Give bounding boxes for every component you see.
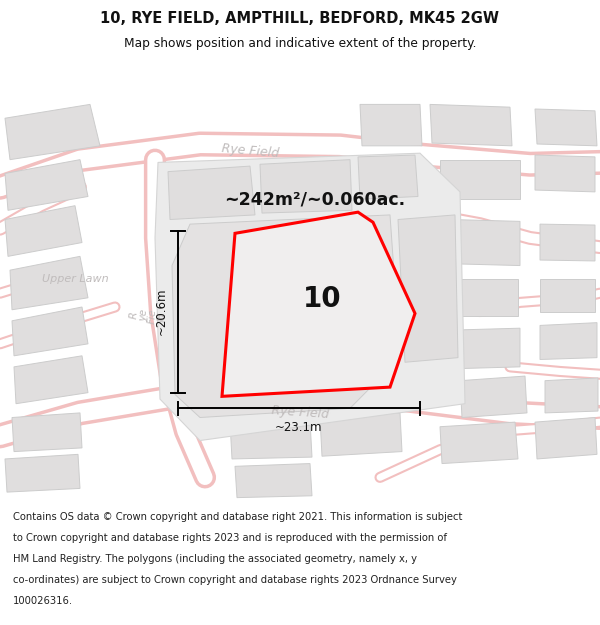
Polygon shape (5, 159, 88, 210)
Text: ~23.1m: ~23.1m (275, 421, 323, 434)
Polygon shape (230, 420, 312, 459)
Text: 10: 10 (303, 285, 341, 312)
Text: Contains OS data © Crown copyright and database right 2021. This information is : Contains OS data © Crown copyright and d… (13, 512, 463, 522)
Polygon shape (168, 166, 255, 219)
Text: Rye Field: Rye Field (221, 142, 279, 161)
Polygon shape (320, 413, 402, 456)
Polygon shape (260, 159, 352, 213)
Polygon shape (540, 224, 595, 261)
Polygon shape (535, 418, 597, 459)
Text: 100026316.: 100026316. (13, 596, 73, 606)
Polygon shape (5, 206, 82, 256)
Polygon shape (172, 215, 400, 418)
Polygon shape (540, 279, 595, 312)
Polygon shape (450, 219, 520, 266)
Polygon shape (360, 159, 420, 201)
Text: to Crown copyright and database rights 2023 and is reproduced with the permissio: to Crown copyright and database rights 2… (13, 533, 447, 543)
Polygon shape (440, 422, 518, 464)
Text: HM Land Registry. The polygons (including the associated geometry, namely x, y: HM Land Registry. The polygons (includin… (13, 554, 417, 564)
Polygon shape (455, 328, 520, 369)
Text: co-ordinates) are subject to Crown copyright and database rights 2023 Ordnance S: co-ordinates) are subject to Crown copyr… (13, 575, 457, 585)
Text: R
ye
Fie
ld: R ye Fie ld (128, 307, 167, 326)
Polygon shape (430, 104, 512, 146)
Polygon shape (398, 215, 458, 362)
Text: ~242m²/~0.060ac.: ~242m²/~0.060ac. (224, 190, 406, 208)
Polygon shape (450, 279, 518, 316)
Polygon shape (235, 464, 312, 498)
Polygon shape (460, 376, 527, 418)
Polygon shape (5, 104, 100, 159)
Polygon shape (5, 454, 80, 492)
Polygon shape (535, 109, 597, 146)
Polygon shape (535, 155, 595, 192)
Polygon shape (12, 413, 82, 452)
Polygon shape (540, 322, 597, 359)
Text: Upper Lawn: Upper Lawn (41, 274, 109, 284)
Text: Map shows position and indicative extent of the property.: Map shows position and indicative extent… (124, 36, 476, 49)
Text: ~20.6m: ~20.6m (155, 288, 168, 336)
Text: Rye Field: Rye Field (271, 404, 329, 421)
Polygon shape (12, 307, 88, 356)
Polygon shape (358, 155, 418, 199)
Polygon shape (10, 256, 88, 310)
Polygon shape (222, 212, 415, 396)
Polygon shape (440, 159, 520, 199)
Polygon shape (545, 378, 598, 413)
Polygon shape (14, 356, 88, 404)
Polygon shape (155, 153, 465, 441)
Text: 10, RYE FIELD, AMPTHILL, BEDFORD, MK45 2GW: 10, RYE FIELD, AMPTHILL, BEDFORD, MK45 2… (101, 11, 499, 26)
Polygon shape (360, 104, 422, 146)
